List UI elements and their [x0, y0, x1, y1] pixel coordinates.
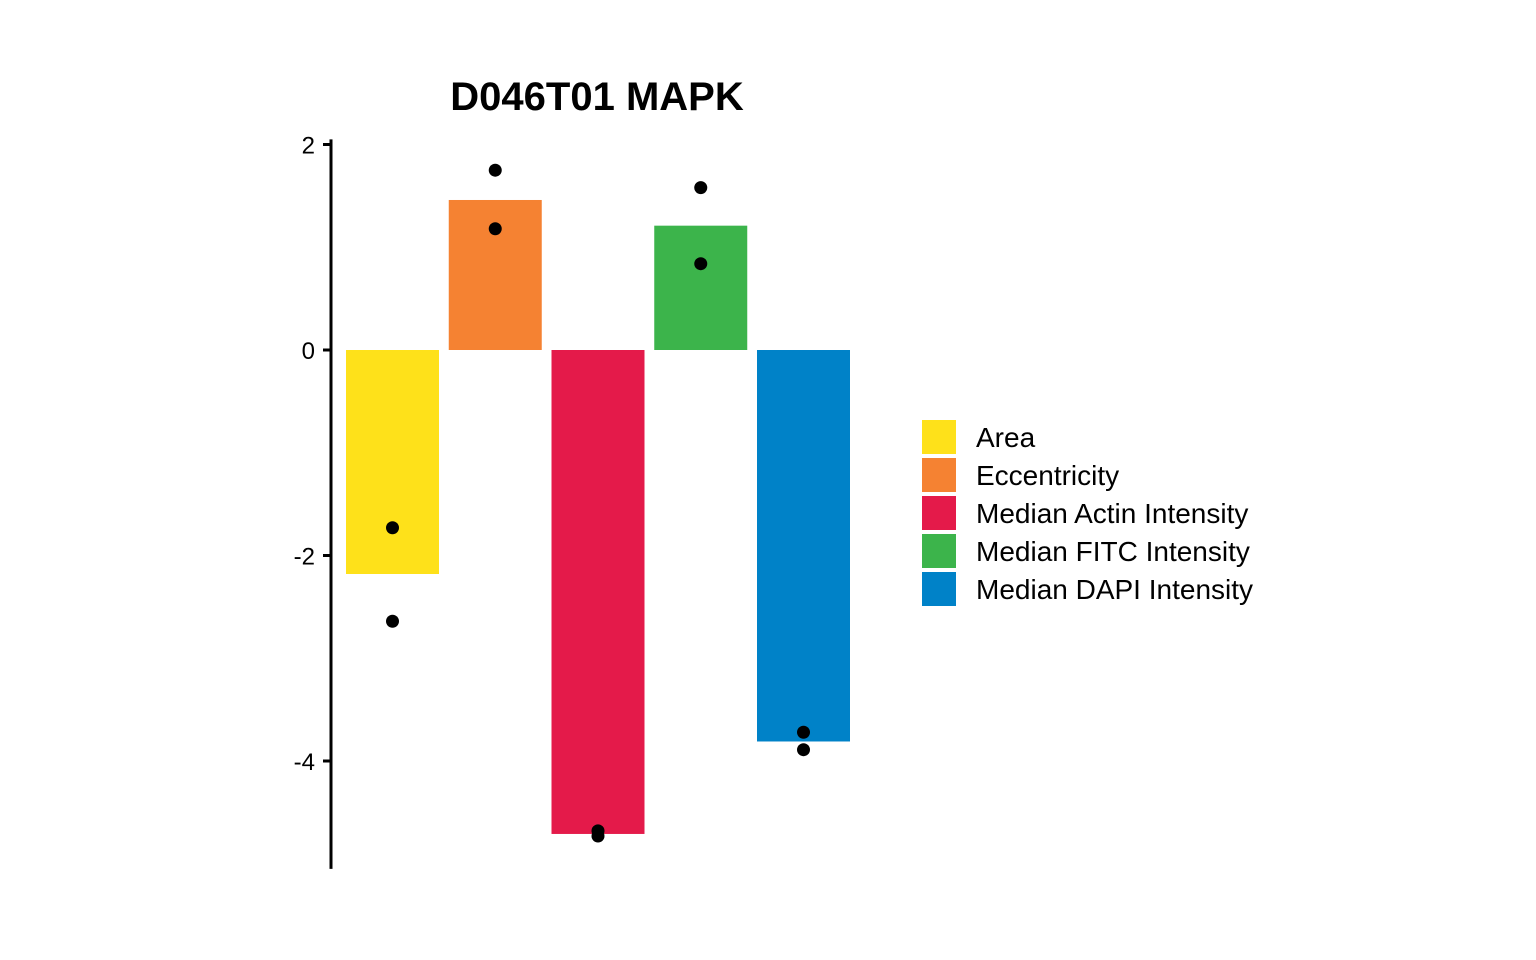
data-point-area-1	[386, 521, 399, 535]
legend-swatch-median-actin-intensity	[922, 496, 956, 530]
y-axis: 2 0 -2 -4	[294, 133, 333, 869]
bar-median-dapi-intensity	[757, 350, 850, 742]
legend-label-median-fitc-intensity: Median FITC Intensity	[976, 536, 1250, 567]
legend-swatch-median-dapi-intensity	[922, 572, 956, 606]
bar-area	[346, 350, 439, 574]
data-point-median-fitc-intensity-1	[694, 181, 708, 195]
legend-swatch-area	[922, 420, 956, 454]
data-point-median-dapi-intensity-1	[797, 725, 810, 739]
data-point-area-2	[386, 614, 399, 628]
legend-label-area: Area	[976, 422, 1036, 453]
legend-swatch-eccentricity	[922, 458, 956, 492]
legend-swatch-median-fitc-intensity	[922, 534, 956, 568]
y-tick-label: 0	[302, 338, 315, 365]
legend: Area Eccentricity Median Actin Intensity Me…	[922, 420, 1253, 606]
bar-median-actin-intensity	[551, 350, 645, 834]
chart-title: D046T01 MAPK	[450, 75, 744, 119]
legend-label-median-dapi-intensity: Median DAPI Intensity	[976, 574, 1253, 605]
y-tick-label: -4	[294, 749, 315, 776]
y-tick-label: 2	[302, 133, 315, 160]
legend-label-eccentricity: Eccentricity	[976, 460, 1119, 491]
data-point-median-dapi-intensity-2	[797, 743, 810, 757]
bars-group	[346, 199, 850, 834]
points-group	[386, 163, 810, 843]
data-point-eccentricity-1	[488, 163, 502, 177]
data-point-median-fitc-intensity-2	[694, 257, 708, 271]
bar-median-fitc-intensity	[654, 225, 748, 350]
data-point-eccentricity-2	[488, 222, 502, 236]
y-tick-label: -2	[294, 544, 315, 571]
data-point-median-actin-intensity-2	[591, 829, 605, 843]
legend-label-median-actin-intensity: Median Actin Intensity	[976, 498, 1248, 529]
